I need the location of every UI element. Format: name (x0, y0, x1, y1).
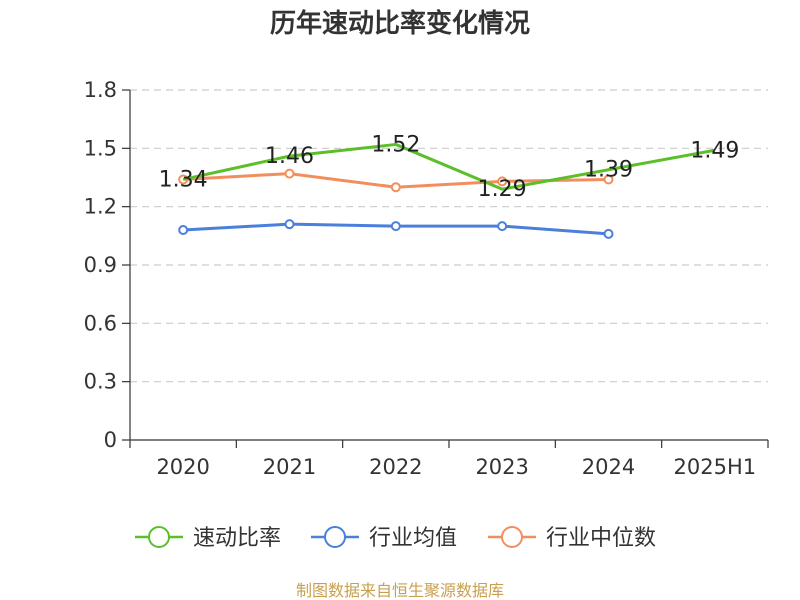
legend-marker (501, 526, 523, 548)
data-label: 1.46 (265, 144, 314, 169)
axes: 0 0.3 0.6 0.9 1.2 1.5 1.8 2020 2021 2022 2023 2024 2… (84, 78, 769, 479)
data-label: 1.39 (584, 158, 633, 183)
chart-title: 历年速动比率变化情况 (270, 8, 530, 39)
x-tick-label: 2023 (475, 455, 528, 479)
data-label: 1.34 (159, 167, 208, 192)
legend-label: 速动比率 (193, 526, 281, 551)
x-tick-label: 2024 (582, 455, 635, 479)
y-tick-label: 1.5 (84, 136, 117, 160)
series-point (497, 221, 508, 232)
source-note: 制图数据来自恒生聚源数据库 (296, 581, 504, 600)
x-tick-label: 2022 (369, 455, 422, 479)
series (178, 142, 716, 239)
legend-marker (148, 526, 170, 548)
series-line (182, 142, 716, 191)
y-tick-label: 1.8 (84, 78, 117, 102)
series-point (603, 228, 614, 239)
data-label: 1.52 (371, 132, 420, 157)
legend: 速动比率 行业均值 行业中位数 (135, 526, 656, 551)
legend-label: 行业均值 (369, 526, 457, 551)
grid (130, 89, 768, 383)
series-point (390, 221, 401, 232)
series-point (603, 174, 614, 185)
legend-label: 行业中位数 (546, 526, 656, 551)
data-label: 1.49 (690, 138, 739, 163)
series-point (284, 168, 295, 179)
data-labels: 1.34 1.46 1.52 1.29 1.39 1.49 (159, 132, 740, 202)
y-tick-label: 1.2 (84, 195, 117, 219)
data-label: 1.29 (478, 177, 527, 202)
series-point (390, 182, 401, 193)
x-tick-label: 2025H1 (674, 455, 757, 479)
y-tick-label: 0.6 (84, 311, 117, 335)
x-tick-label: 2021 (263, 455, 316, 479)
series-point (284, 219, 295, 230)
legend-marker (324, 526, 346, 548)
series-point (497, 176, 508, 187)
series-point (178, 225, 189, 235)
y-tick-label: 0.9 (84, 253, 117, 277)
y-tick-label: 0.3 (84, 370, 117, 394)
x-tick-label: 2020 (156, 455, 209, 479)
y-tick-label: 0 (104, 428, 117, 452)
